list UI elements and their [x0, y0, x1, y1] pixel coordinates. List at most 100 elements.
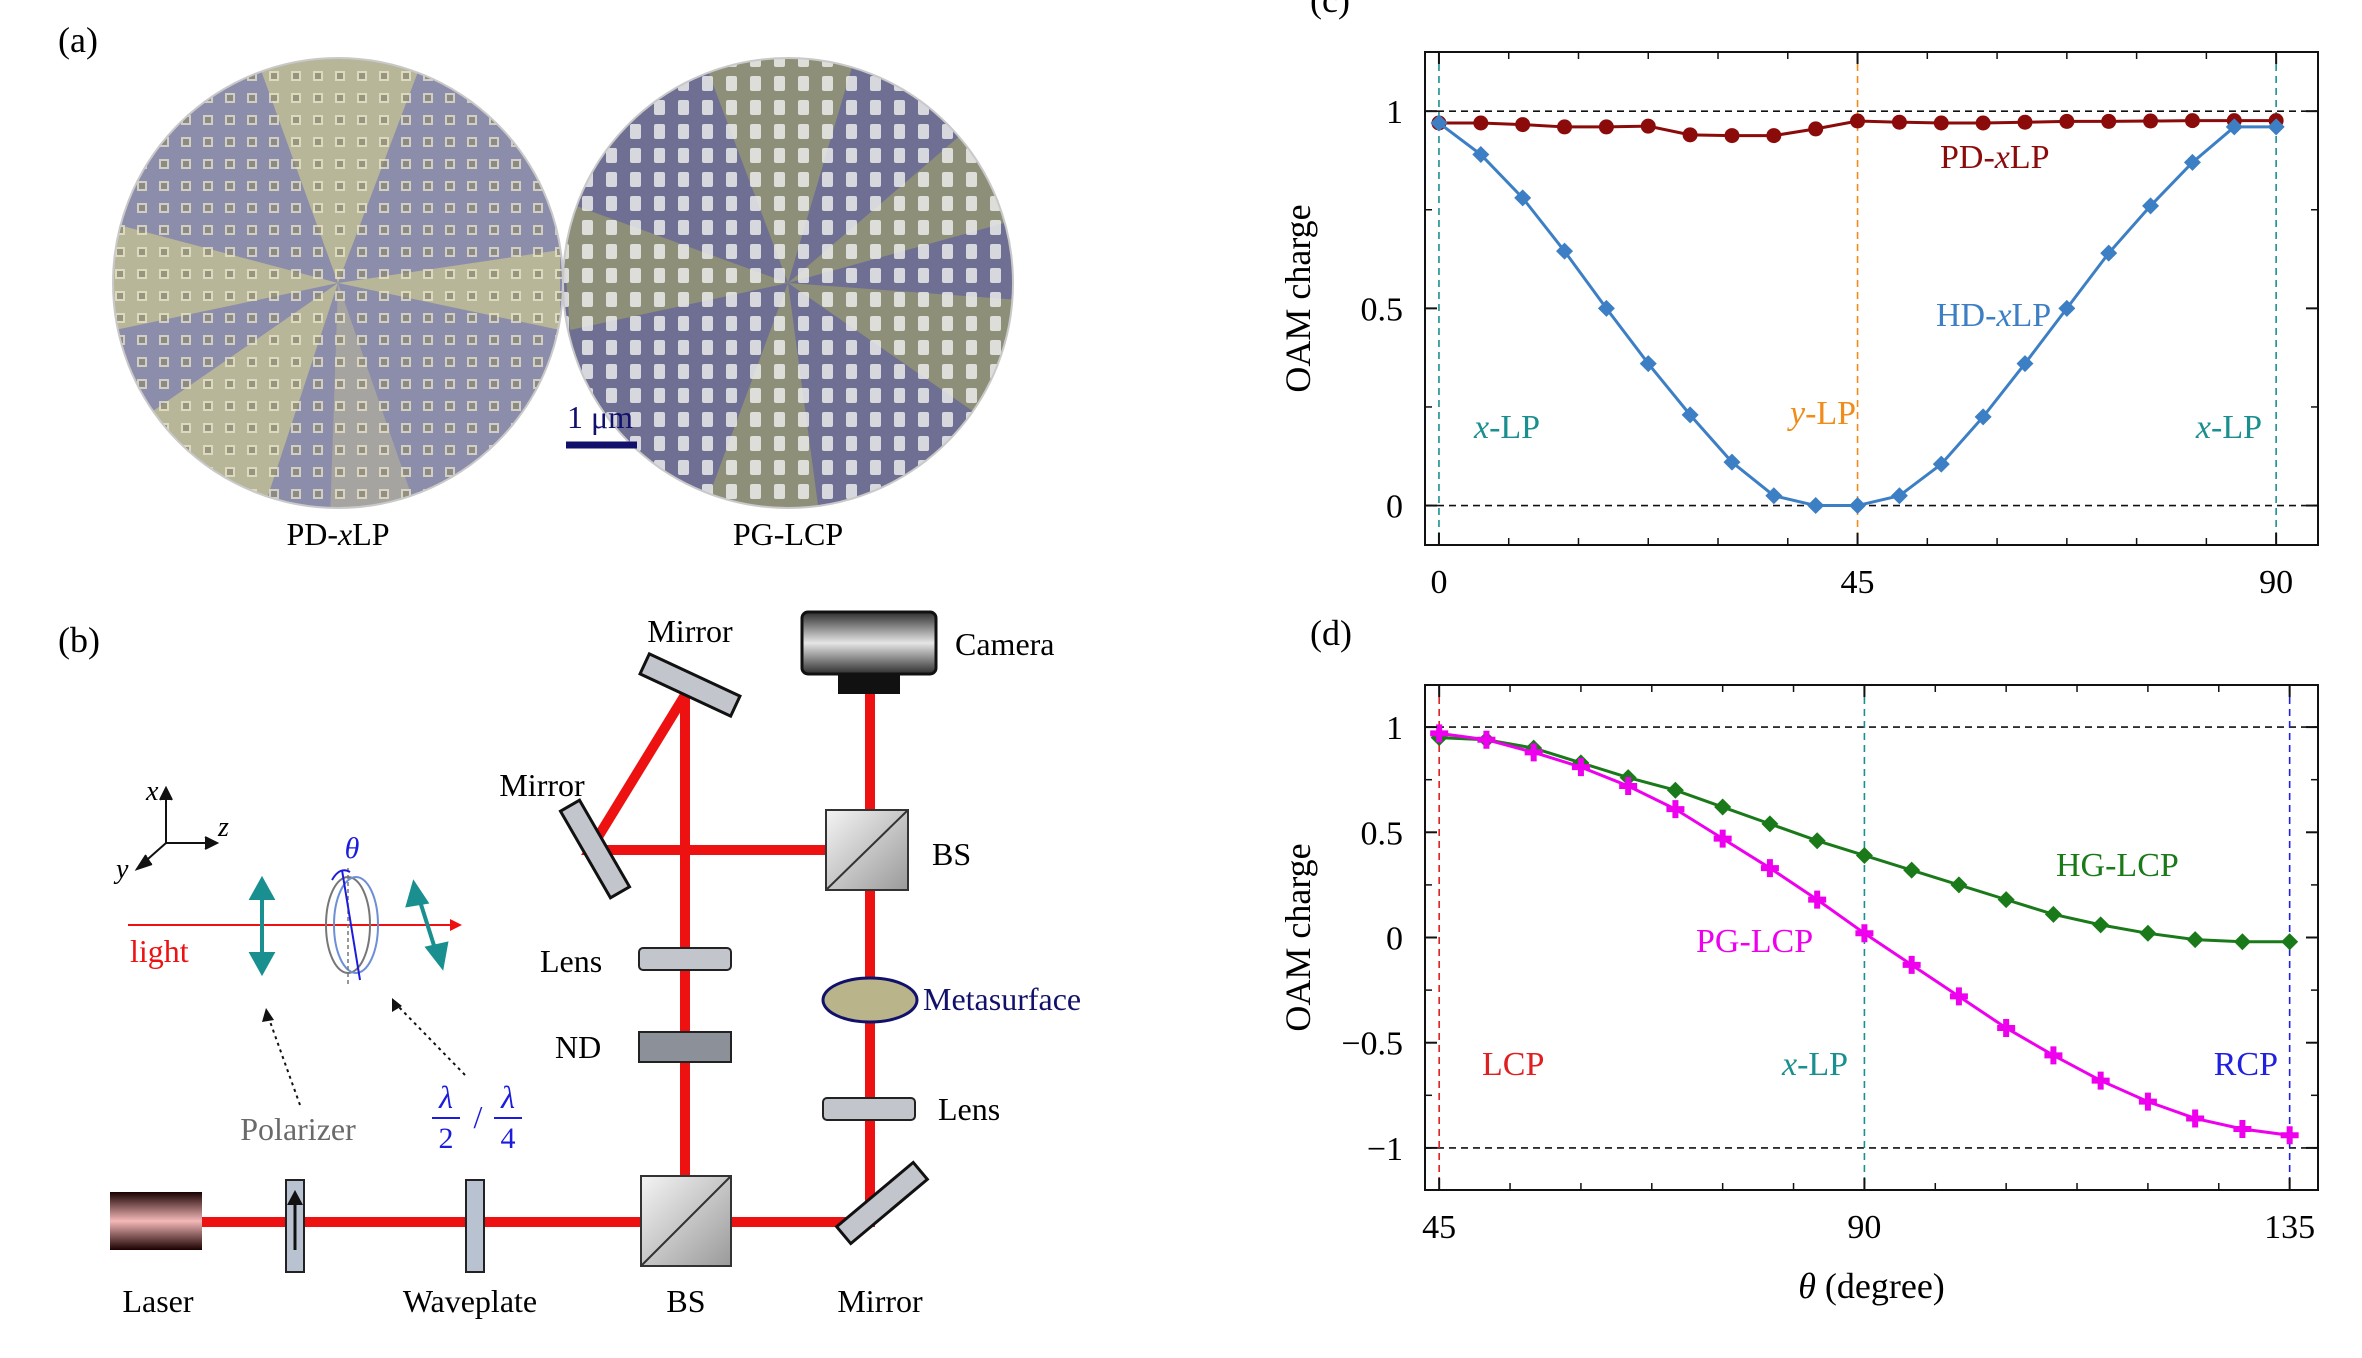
data-point	[2092, 916, 2110, 934]
annotation: y-LP	[1787, 395, 1856, 432]
data-point	[2100, 244, 2118, 262]
mirror-left-icon	[558, 798, 632, 900]
data-point	[1808, 890, 1827, 909]
annotation-text-end: -LP	[1489, 409, 1540, 446]
y-tick-label: 0.5	[1361, 815, 1404, 852]
data-point	[1666, 800, 1685, 819]
polarizer-label: Polarizer	[240, 1111, 356, 1147]
data-point	[1524, 743, 1543, 762]
y-axis-label: OAM charge	[1278, 204, 1318, 392]
lens-right-label: Lens	[938, 1091, 1000, 1127]
data-point	[1950, 876, 1968, 894]
annotation-text: HD-	[1936, 297, 1996, 334]
sem-image-pg-lcp	[563, 58, 1013, 508]
data-point	[1713, 829, 1732, 848]
data-point	[1724, 128, 1740, 144]
data-point	[1974, 408, 1992, 426]
bs-bottom-label: BS	[666, 1283, 705, 1319]
data-point	[1903, 861, 1921, 879]
annotation-italic: x	[1995, 297, 2011, 334]
annotation-text-end: -LP	[2211, 409, 2262, 446]
pointer-arrowhead-1	[262, 1008, 274, 1022]
polarizer-arrow-icon	[287, 1190, 303, 1205]
metasurface-label: Metasurface	[923, 981, 1081, 1017]
svg-text:/: /	[474, 1099, 483, 1135]
data-point	[1571, 758, 1590, 777]
data-point	[2044, 905, 2062, 923]
mirror-left-label: Mirror	[499, 767, 585, 803]
axis-z-label: z	[217, 812, 229, 843]
theta-label: θ	[345, 832, 360, 865]
data-point	[1723, 453, 1741, 471]
data-point	[2091, 1071, 2110, 1090]
waveplate-icon	[465, 1179, 485, 1273]
data-point	[1682, 127, 1698, 143]
annotation: LCP	[1482, 1046, 1544, 1083]
lambda-fraction: λ 2 / λ 4	[432, 1079, 522, 1155]
laser-icon	[110, 1192, 202, 1250]
data-point	[1808, 121, 1824, 137]
waveplate-ellipse-icon	[325, 868, 379, 985]
data-point	[2143, 113, 2159, 129]
data-point	[2184, 113, 2200, 129]
data-point	[1807, 497, 1825, 515]
y-tick-label: −0.5	[1341, 1026, 1403, 1063]
data-point	[1714, 798, 1732, 816]
panel-a-label: (a)	[58, 20, 98, 60]
svg-text:λ: λ	[500, 1079, 515, 1115]
data-point	[1514, 189, 1532, 207]
annotation-italic: x	[1994, 139, 2010, 176]
x-axis-unit: (degree)	[1816, 1266, 1945, 1306]
caption-pd-xlp: PD-xLP	[286, 516, 389, 552]
sem-image-pd-xlp	[113, 58, 563, 508]
data-point	[1430, 724, 1449, 743]
annotation-text-end: LP	[2010, 139, 2050, 176]
annotation-italic: x	[1781, 1046, 1797, 1083]
annotation: HG-LCP	[2056, 847, 2179, 884]
data-point	[1515, 117, 1531, 133]
data-point	[2016, 355, 2034, 373]
annotation: PD-xLP	[1940, 139, 2050, 176]
lens-left-label: Lens	[540, 943, 602, 979]
scale-bar-label: 1 μm	[567, 399, 633, 435]
metasurface-icon	[821, 976, 919, 1024]
lens-left-icon	[638, 947, 732, 971]
data-point	[2225, 118, 2243, 136]
annotation-text-end: LP	[2012, 297, 2052, 334]
annotation-text: HG-LCP	[2056, 847, 2179, 884]
series-line	[1439, 736, 2290, 944]
nd-label: ND	[555, 1029, 601, 1065]
data-point	[2267, 118, 2285, 136]
data-point	[1557, 119, 1573, 135]
lens-right-icon	[822, 1097, 916, 1121]
x-tick-label: 45	[1841, 564, 1875, 601]
sem-frame-right	[562, 57, 1014, 509]
data-point	[1933, 115, 1949, 131]
x-tick-label: 0	[1430, 564, 1447, 601]
data-point	[1556, 242, 1574, 260]
data-point	[1430, 114, 1448, 132]
annotation-text: PG-LCP	[1696, 923, 1813, 960]
annotation-text: LCP	[1482, 1046, 1544, 1083]
y-tick-label: 0.5	[1361, 291, 1404, 328]
camera-icon	[800, 610, 938, 676]
camera-lens-icon	[838, 674, 900, 694]
data-point	[2142, 197, 2160, 215]
data-point	[1473, 115, 1489, 131]
data-point	[1890, 487, 1908, 505]
mirror-bottom-label: Mirror	[837, 1283, 923, 1319]
data-point	[1766, 128, 1782, 144]
data-point	[1850, 113, 1866, 129]
pointer-arrowhead-2	[392, 998, 402, 1012]
mirror-top-icon	[638, 651, 742, 719]
x-tick-label: 45	[1422, 1209, 1456, 1246]
data-point	[2281, 933, 2299, 951]
data-point	[2186, 931, 2204, 949]
waveplate-label: Waveplate	[403, 1283, 537, 1319]
annotation: HD-xLP	[1936, 297, 2051, 334]
axis-y-label: y	[113, 854, 129, 885]
data-point	[1761, 815, 1779, 833]
x-axis-symbol: θ	[1798, 1266, 1816, 1306]
